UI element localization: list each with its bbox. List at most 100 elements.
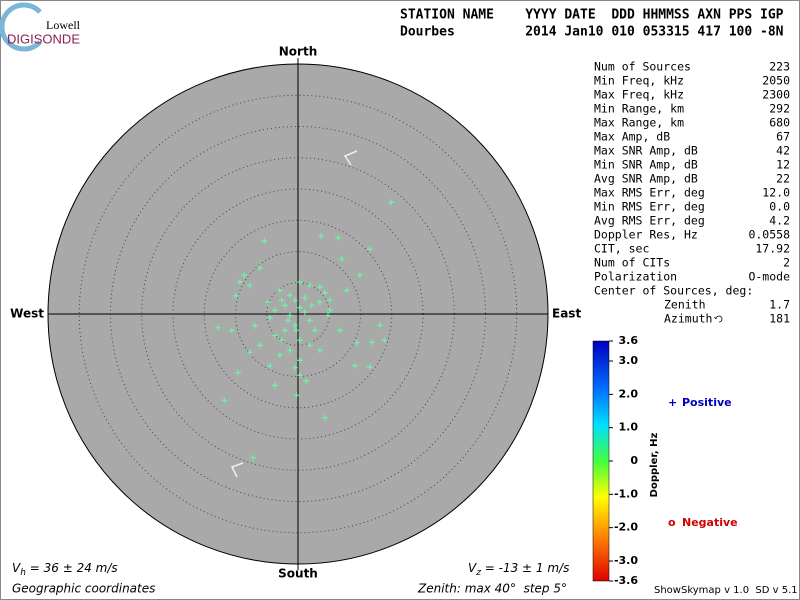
version-label: ShowSkymap v 1.0 SD v 5.1 — [654, 585, 798, 596]
polar-plot: North South East West — [10, 45, 581, 581]
stat-value: 42 — [776, 144, 790, 158]
stat-value: 0.0558 — [748, 228, 790, 242]
source-point — [291, 364, 298, 371]
source-point — [356, 272, 363, 279]
source-point — [326, 307, 333, 314]
legend-label: Positive — [682, 396, 732, 409]
stat-label: Avg SNR Amp, dB — [594, 172, 698, 186]
source-point — [335, 234, 341, 241]
source-point — [338, 256, 345, 262]
coords-label: Geographic coordinates — [12, 582, 155, 596]
source-point — [366, 246, 373, 252]
center-label: Zenith — [664, 298, 706, 312]
source-point — [321, 414, 328, 421]
source-point — [276, 287, 283, 294]
source-point — [325, 312, 331, 319]
source-point — [301, 309, 308, 316]
header-line: STATION NAME YYYY DATE DDD HHMMSS AXN PP… — [400, 8, 784, 23]
colorbar-tick-label: 2.0 — [619, 387, 639, 400]
stat-label: Min Freq, kHz — [594, 74, 684, 88]
source-point — [233, 292, 240, 299]
source-point — [281, 302, 288, 309]
source-point — [318, 232, 325, 239]
stat-value: 22 — [776, 172, 790, 186]
source-point — [251, 322, 258, 329]
source-point — [343, 287, 350, 294]
logo-top: Lowell — [46, 18, 81, 32]
legend-symbol: + — [668, 396, 677, 409]
source-point — [266, 314, 273, 321]
center-label: Azimuth — [664, 312, 712, 326]
source-point — [353, 339, 360, 346]
zenith-label: Zenith: max 40° step 5° — [417, 582, 567, 596]
stat-label: Num of Sources — [594, 60, 691, 74]
stat-value: 2050 — [762, 74, 790, 88]
source-point — [293, 392, 300, 399]
source-point — [296, 337, 303, 344]
source-point — [286, 292, 293, 299]
source-point — [293, 327, 300, 334]
source-point — [286, 347, 293, 354]
source-point — [316, 299, 323, 306]
stat-label: Max Freq, kHz — [594, 88, 684, 102]
colorbar-tick-label: -2.0 — [614, 521, 638, 534]
stat-label: Max RMS Err, deg — [594, 186, 705, 200]
source-point — [308, 302, 315, 309]
stat-value: 12 — [776, 158, 790, 172]
stat-label: Doppler Res, Hz — [594, 228, 698, 242]
colorbar-tick-label: 1.0 — [619, 421, 639, 434]
source-point — [286, 312, 293, 319]
center-value: 181 — [769, 312, 790, 326]
source-point — [388, 199, 395, 206]
source-point — [316, 284, 323, 291]
center-title: Center of Sources, deg: — [594, 284, 753, 298]
source-point — [246, 349, 253, 356]
source-point — [276, 352, 283, 359]
source-point — [296, 372, 303, 379]
source-point — [271, 332, 278, 339]
stat-value: 292 — [769, 102, 790, 116]
colorbar-label: Doppler, Hz — [649, 433, 660, 498]
colorbar — [592, 340, 610, 582]
source-point — [326, 297, 333, 304]
source-point — [285, 317, 291, 324]
source-point — [303, 377, 310, 384]
stat-label: CIT, sec — [594, 242, 649, 256]
stat-label: Max SNR Amp, dB — [594, 144, 698, 158]
source-point — [236, 279, 243, 286]
colorbar-tick-label: 0 — [630, 454, 638, 467]
source-point — [336, 327, 343, 334]
stat-value: 17.92 — [755, 242, 790, 256]
stat-label: Min Range, km — [594, 102, 684, 116]
legend-label: Negative — [682, 516, 738, 529]
source-point — [296, 357, 303, 364]
stat-label: Polarization — [594, 270, 677, 284]
source-point — [250, 454, 256, 461]
source-point — [316, 347, 323, 354]
source-point — [271, 382, 278, 389]
stat-value: 2 — [783, 256, 790, 270]
source-point — [296, 304, 303, 311]
source-point — [256, 342, 263, 349]
stat-value: 680 — [769, 116, 790, 130]
source-point — [366, 364, 373, 371]
colorbar-tick-label: -3.6 — [614, 574, 638, 587]
source-point — [296, 279, 303, 286]
stat-label: Min RMS Err, deg — [594, 200, 705, 214]
stat-value: 4.2 — [769, 214, 790, 228]
ray-marker — [343, 150, 358, 166]
source-point — [246, 282, 253, 289]
stats-panel: Num of Sources 223 Min Freq, kHz 2050 Max Fr… — [594, 60, 790, 326]
stat-label: Min SNR Amp, dB — [594, 158, 698, 172]
source-point — [306, 342, 313, 349]
source-point — [271, 307, 278, 314]
direction-label: South — [278, 567, 318, 581]
colorbar-tick-label: -1.0 — [614, 487, 638, 500]
direction-label: East — [552, 307, 581, 321]
stat-value: 67 — [776, 130, 790, 144]
source-point — [266, 362, 273, 369]
header-line: Dourbes 2014 Jan10 010 053315 417 100 -8… — [400, 25, 784, 40]
source-point — [368, 339, 375, 346]
source-point — [291, 322, 298, 329]
